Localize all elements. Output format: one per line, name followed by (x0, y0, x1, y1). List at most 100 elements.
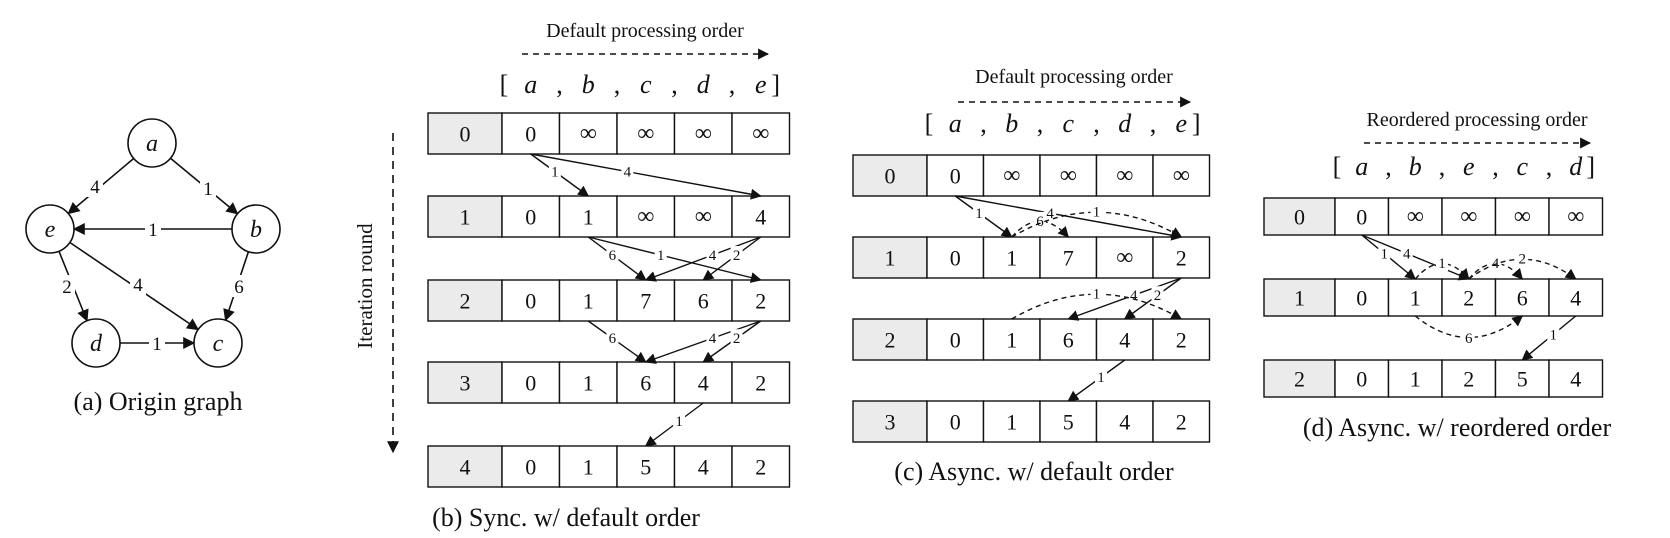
arrow-weight-bg (1547, 325, 1560, 343)
round-cell (427, 445, 503, 488)
distance-cell (1039, 236, 1098, 279)
iteration-round-label: Iteration round (353, 223, 377, 349)
order-separator: , (1150, 109, 1157, 138)
distance-cell (1039, 400, 1098, 443)
graph-edge-a-b: 1 (169, 157, 239, 215)
graph-node-b: b (231, 204, 281, 254)
distance-cell (673, 361, 733, 404)
bracket-open: [ (1333, 152, 1342, 181)
edge-weight-bg (231, 275, 247, 297)
arrow-weight-bg (730, 329, 743, 347)
distance-value: 2 (1176, 410, 1187, 435)
table-row: 1 0 1 7 ∞ 2 (852, 236, 1211, 279)
update-arrow: 4 (1468, 254, 1523, 280)
distance-value: ∞ (752, 121, 769, 147)
panel-async-default-order: Default processing order [a, b, c, d, e] 0 0 ∞ ∞ ∞… (852, 66, 1211, 486)
update-arrow: 1 (588, 236, 762, 283)
update-arrow: 1 (1011, 284, 1183, 320)
table-row: 4 0 1 5 4 2 (427, 445, 791, 488)
distance-cell (501, 195, 561, 238)
node-label: b (250, 217, 262, 243)
update-arrow: 6 (587, 320, 647, 363)
round-number: 2 (885, 328, 896, 353)
graph-edges: 4 1 1 6 2 4 1 (58, 157, 250, 355)
distance-value: 0 (950, 328, 961, 353)
distance-value: 1 (583, 455, 594, 480)
distance-value: 4 (698, 455, 709, 480)
distance-value: 6 (698, 289, 709, 314)
round-number: 3 (460, 371, 471, 396)
update-arrow: 1 (1361, 234, 1417, 280)
order-vertex-c: c (1062, 109, 1074, 138)
distance-cell (731, 279, 791, 322)
table-row: 0 0 ∞ ∞ ∞ ∞ (852, 154, 1211, 197)
arrow-weight-label: 4 (1046, 206, 1054, 222)
arrow-weight-label: 4 (1130, 288, 1138, 304)
distance-cell (1548, 359, 1604, 398)
edge-weight-bg (87, 175, 103, 197)
distance-value: 5 (1063, 410, 1074, 435)
distance-value: 0 (1356, 367, 1367, 392)
distance-value: 0 (1356, 286, 1367, 311)
distance-cell (731, 195, 791, 238)
edge-weight-label: 6 (234, 277, 244, 298)
distance-cell (1039, 154, 1098, 197)
distance-value: 6 (640, 371, 651, 396)
round-number: 2 (460, 289, 471, 314)
distance-value: ∞ (1116, 163, 1133, 189)
table-row: 1 0 1 2 6 4 (1263, 278, 1604, 317)
order-vertex-b: b (582, 70, 595, 99)
distance-cell (1095, 318, 1154, 361)
order-separator: , (556, 70, 563, 99)
update-arrows: 1 41 4 26 1 (1361, 234, 1577, 361)
arrow-weight-label: 1 (657, 248, 665, 264)
round-number: 0 (460, 122, 471, 147)
distance-value: ∞ (637, 121, 654, 147)
update-arrow: 6 (1414, 315, 1524, 347)
distance-cell (731, 112, 791, 155)
order-separator: , (1439, 152, 1446, 181)
order-vertex-d: d (697, 70, 711, 99)
distance-value: 2 (1176, 246, 1187, 271)
distance-value: 1 (583, 371, 594, 396)
update-arrow: 1 (1067, 359, 1126, 402)
distance-value: 6 (1517, 286, 1528, 311)
arrow-weight-bg (548, 162, 561, 180)
processing-order-list: [a, b, e, c, d] (1333, 152, 1595, 181)
distance-cell (1334, 197, 1390, 236)
arrow-weight-label: 1 (1093, 287, 1101, 303)
distance-value: 5 (640, 455, 651, 480)
distance-cell (1441, 197, 1497, 236)
arrow-weight-label: 1 (1093, 205, 1101, 221)
arrow-weight-bg (972, 204, 985, 222)
distance-cell (926, 236, 985, 279)
order-vertex-a: a (949, 109, 962, 138)
distance-value: 4 (755, 205, 766, 230)
caption-origin-graph: (a) Origin graph (74, 387, 243, 416)
arrow-weight-bg (706, 246, 719, 264)
processing-order-title: Reordered processing order (1366, 109, 1587, 131)
node-label: d (90, 331, 103, 357)
distance-cell (1152, 400, 1211, 443)
graph-edge-e-d: 2 (58, 250, 89, 322)
bracket-open: [ (925, 109, 934, 138)
arrow-weight-label: 6 (609, 248, 617, 264)
distance-value: 1 (1410, 286, 1421, 311)
distance-value: 1 (1006, 246, 1017, 271)
distance-value: 1 (1410, 367, 1421, 392)
order-separator: , (614, 70, 621, 99)
distance-cell (926, 400, 985, 443)
distance-value: 1 (583, 289, 594, 314)
arrow-weight-bg (1436, 254, 1448, 272)
arrow-weight-label: 4 (709, 331, 717, 347)
arrow-weight-bg (1127, 286, 1140, 304)
bracket-close: ] (771, 70, 780, 99)
graph-node-e: e (25, 204, 75, 254)
update-arrow: 2 (1123, 277, 1182, 320)
distance-value: 0 (950, 246, 961, 271)
bracket-close: ] (1192, 109, 1201, 138)
distance-value: ∞ (637, 204, 654, 230)
node-label: a (146, 131, 158, 157)
table-row: 2 0 1 2 5 4 (1263, 359, 1604, 398)
